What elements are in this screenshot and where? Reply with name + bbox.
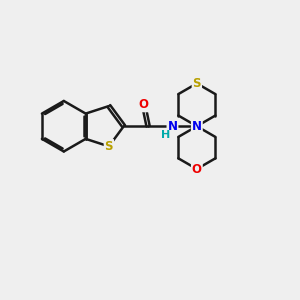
- Text: O: O: [139, 98, 148, 111]
- Text: H: H: [161, 130, 171, 140]
- Text: S: S: [105, 140, 113, 153]
- Text: S: S: [193, 77, 201, 90]
- Text: N: N: [192, 120, 202, 133]
- Text: O: O: [192, 163, 202, 176]
- Text: N: N: [167, 120, 178, 133]
